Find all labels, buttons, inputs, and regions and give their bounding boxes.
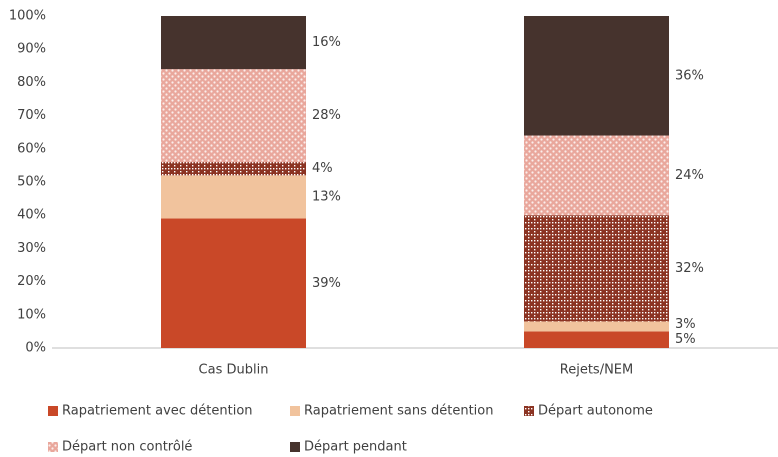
y-tick-label: 60% — [17, 141, 46, 156]
x-tick-label: Rejets/NEM — [560, 363, 633, 378]
legend-swatch — [524, 406, 534, 416]
legend-swatch — [290, 406, 300, 416]
bar-segment — [524, 215, 669, 322]
y-tick-label: 70% — [17, 108, 46, 123]
data-label: 28% — [312, 108, 341, 123]
legend-swatch — [290, 442, 300, 452]
y-tick-label: 90% — [17, 42, 46, 57]
legend-label: Départ autonome — [538, 404, 653, 419]
bar-segment — [524, 135, 669, 216]
bar-segment — [524, 331, 669, 348]
y-tick-label: 100% — [9, 9, 46, 24]
y-tick-label: 0% — [25, 341, 46, 356]
data-label: 24% — [675, 168, 704, 183]
y-tick-label: 10% — [17, 307, 46, 322]
bar-segment — [524, 16, 669, 136]
bar-segment — [161, 175, 306, 219]
y-tick-label: 40% — [17, 208, 46, 223]
bar-segment — [161, 69, 306, 163]
bar-segment — [161, 218, 306, 348]
y-tick-label: 50% — [17, 175, 46, 190]
bar-segment — [524, 321, 669, 332]
y-tick-label: 30% — [17, 241, 46, 256]
bar-segment — [161, 162, 306, 176]
legend-swatch — [48, 406, 58, 416]
data-label: 16% — [312, 35, 341, 50]
data-label: 32% — [675, 261, 704, 276]
data-label: 4% — [312, 161, 333, 176]
data-label: 3% — [675, 317, 696, 332]
x-tick-label: Cas Dublin — [199, 363, 269, 378]
legend-swatch — [48, 442, 58, 452]
legend-label: Rapatriement sans détention — [304, 404, 493, 419]
y-tick-label: 80% — [17, 75, 46, 90]
y-tick-label: 20% — [17, 274, 46, 289]
bar-segment — [161, 16, 306, 70]
legend-label: Départ pendant — [304, 440, 407, 455]
legend-label: Rapatriement avec détention — [62, 404, 253, 419]
legend-label: Départ non contrôlé — [62, 440, 192, 455]
data-label: 5% — [675, 332, 696, 347]
data-label: 39% — [312, 276, 341, 291]
data-label: 13% — [312, 189, 341, 204]
data-label: 36% — [675, 68, 704, 83]
